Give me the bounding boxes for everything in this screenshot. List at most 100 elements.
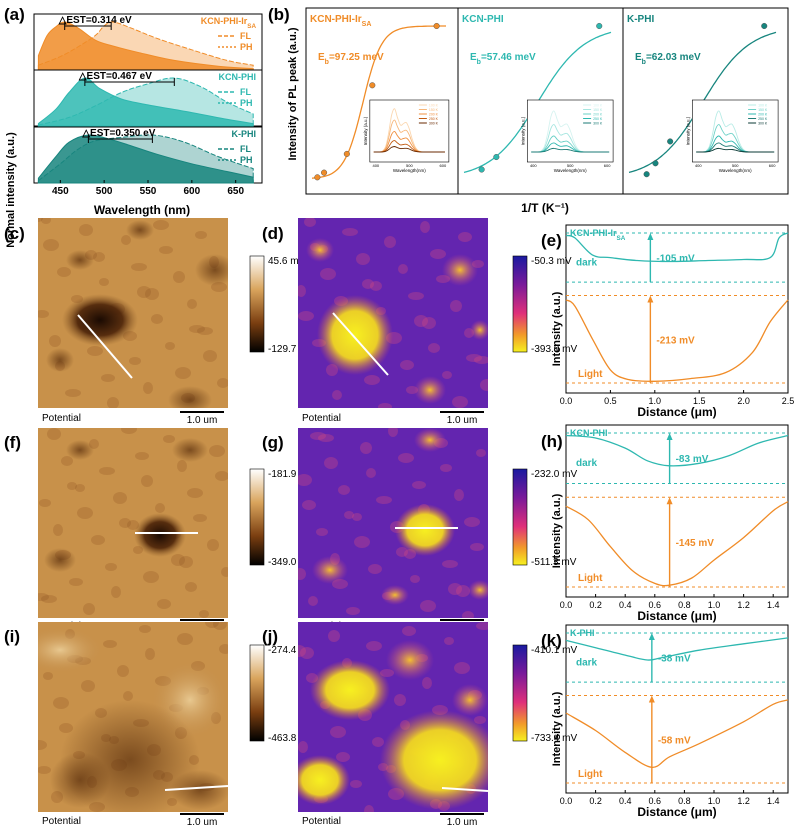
line-scan-marker [77, 314, 133, 379]
map-speckle [83, 603, 95, 615]
map-speckle [38, 740, 47, 750]
dark-arrow-head [666, 433, 673, 440]
map-speckle [398, 453, 414, 463]
map-speckle [141, 475, 153, 487]
map-speckle [378, 403, 392, 408]
map-speckle [47, 428, 61, 440]
b-data-point [761, 22, 768, 30]
dark-profile [565, 637, 789, 661]
map-speckle [474, 356, 488, 364]
b-inset-legend: 300 K [758, 122, 768, 126]
map-feature [38, 626, 104, 674]
scale-bar-label: 1.0 um [447, 817, 478, 828]
a-est-label: △EST=0.350 eV [81, 128, 155, 139]
profile-frame [565, 624, 789, 794]
map-speckle [197, 327, 213, 335]
map-speckle [298, 285, 306, 297]
map-speckle [324, 457, 338, 469]
map-speckle [454, 662, 470, 674]
map-speckle [412, 481, 426, 489]
map-speckle [99, 278, 109, 286]
b-inset-legend: 200 K [758, 113, 768, 117]
map-feature [298, 755, 350, 805]
profile-frame [565, 424, 789, 598]
map-speckle [298, 474, 312, 486]
map-speckle [442, 560, 458, 568]
map-speckle [49, 335, 61, 347]
colorbar-max: -181.9 mV [268, 469, 314, 480]
b-inset-legend: 100 K [593, 104, 603, 108]
map-caption: Potential [42, 413, 81, 424]
a-xtick-label: 500 [96, 186, 113, 197]
map-speckle [458, 232, 472, 242]
panel-label-c: (c) [4, 224, 25, 243]
panel-label-f: (f) [4, 433, 21, 452]
map-feature [134, 513, 186, 557]
b-inset-legend: 200 K [593, 113, 603, 117]
panel-label-i: (i) [4, 627, 20, 646]
map-speckle [111, 586, 121, 598]
profile-ylabel: Intensity (a.u.) [551, 493, 563, 568]
map-features [38, 218, 228, 408]
light-arrow-head [647, 295, 654, 303]
map-speckle [464, 517, 480, 527]
light-delta-label: -58 mV [658, 735, 691, 746]
light-arrow-head [666, 497, 673, 505]
map-speckle [408, 292, 424, 300]
b-inset-legend: 300 K [429, 122, 439, 126]
panel-label-d: (d) [262, 224, 284, 243]
map-speckle [450, 300, 462, 312]
map-speckle [173, 271, 185, 283]
map-speckle [396, 547, 408, 557]
b-data-point [643, 171, 650, 178]
colorbar-min: -463.8 mV [268, 733, 314, 744]
a-legend-ph: PH [240, 42, 253, 52]
panel-label-h: (h) [541, 432, 563, 451]
map-speckle [175, 367, 191, 379]
map-speckle [117, 665, 129, 677]
map-speckle [61, 456, 73, 466]
map-feature [414, 428, 446, 452]
b-inset-xlabel: Wavelength(nm) [393, 168, 426, 173]
map-speckle [119, 518, 131, 528]
dark-delta-label: -105 mV [656, 254, 695, 265]
map-panel-c: (c) Potential 1.0 um 45.6 mV -129.7 mV [4, 218, 314, 426]
map-feature [395, 504, 455, 556]
a-legend-ph: PH [240, 155, 253, 165]
b-inset-legend: 200 K [429, 113, 439, 117]
map-feature [172, 438, 208, 462]
map-speckle [320, 268, 336, 280]
map-speckle [308, 596, 318, 606]
map-speckle [81, 680, 95, 692]
map-speckle [428, 343, 440, 353]
profile-xtick-label: 0.0 [560, 600, 573, 610]
map-feature [414, 376, 446, 404]
map-speckle [452, 396, 468, 408]
line-scan-marker [332, 312, 389, 376]
map-speckle [75, 484, 85, 492]
b-eb-label: Eb=97.25 meV [318, 52, 384, 66]
map-speckle [91, 535, 105, 545]
profile-xtick-label: 1.0 [649, 396, 662, 406]
map-speckle [67, 482, 77, 490]
b-inset-tick: 600 [440, 163, 447, 168]
map-speckle [163, 435, 175, 443]
b-inset-curve [696, 147, 775, 153]
profile-xlabel: Distance (μm) [637, 805, 716, 819]
b-data-point [667, 138, 674, 145]
map-speckle [139, 625, 151, 633]
map-speckle [298, 311, 314, 321]
map-caption: Potential [302, 816, 341, 827]
map-speckle [368, 564, 382, 574]
scale-bar-label: 1.0 um [447, 415, 478, 426]
colorbar-max: 45.6 mV [268, 256, 306, 267]
map-speckle [476, 622, 488, 630]
map-speckle [362, 279, 374, 289]
b-data-point [343, 150, 350, 157]
b-inset-xlabel: Wavelength(nm) [554, 168, 587, 173]
map-speckle [354, 536, 370, 548]
